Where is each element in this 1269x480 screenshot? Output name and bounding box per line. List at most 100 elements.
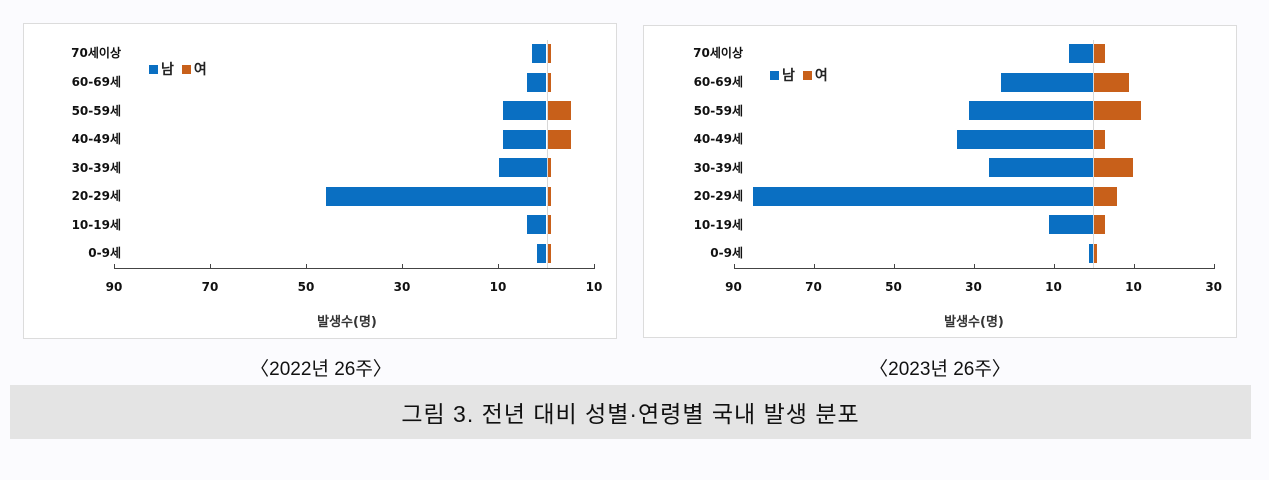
x-tick-label: 50 <box>885 280 902 294</box>
caption-2022: 〈2022년 26주〉 <box>250 359 392 380</box>
x-tick-label: 10 <box>585 280 603 294</box>
bar-male <box>527 215 547 234</box>
category-label: 60-69세 <box>71 75 121 89</box>
category-label: 70세이상 <box>693 46 743 60</box>
category-label: 30-39세 <box>71 160 121 175</box>
bar-female <box>1094 158 1134 177</box>
bar-female <box>1094 186 1118 206</box>
legend-male-label: 남 <box>161 62 174 78</box>
category-label: 30-39세 <box>693 160 743 175</box>
male-swatch-icon <box>770 70 779 80</box>
category-label: 40-49세 <box>71 132 121 146</box>
x-axis-tick <box>210 264 211 269</box>
plot-area: 70세이상 60-69세 50-59세 40-49세 30-39세 20-29세 10-19… <box>644 26 1236 337</box>
bar-male <box>1049 215 1094 234</box>
bar-female <box>1094 43 1106 63</box>
bar-male <box>753 186 1094 206</box>
bar-male <box>536 243 547 263</box>
category-label: 20-29세 <box>71 189 121 203</box>
category-label: 40-49세 <box>693 132 743 146</box>
bar-male <box>1001 72 1094 92</box>
legend: 남 여 <box>770 65 836 85</box>
legend-item-male: 남 <box>770 65 795 85</box>
x-axis-tick <box>1133 264 1135 269</box>
bar-male <box>503 129 547 149</box>
legend-item-female: 여 <box>181 59 207 79</box>
x-axis-tick <box>1213 264 1215 269</box>
x-axis-tick <box>893 264 895 269</box>
bar-male <box>1089 243 1094 263</box>
male-swatch-icon <box>149 64 158 74</box>
female-swatch-icon <box>802 70 812 80</box>
category-label: 0-9세 <box>88 246 121 260</box>
x-tick-label: 90 <box>105 280 123 294</box>
x-axis-tick <box>733 264 735 269</box>
x-tick-label: 30 <box>965 280 982 294</box>
category-label: 70세이상 <box>71 46 121 60</box>
caption-2023: 〈2023년 26주〉 <box>869 359 1011 380</box>
category-label: 10-19세 <box>693 217 743 232</box>
x-tick-label: 10 <box>1125 280 1142 294</box>
female-swatch-icon <box>181 64 191 74</box>
legend-item-male: 남 <box>149 59 174 79</box>
legend-male-label: 남 <box>782 68 795 84</box>
figure-title-band: 그림 3. 전년 대비 성별·연령별 국내 발생 분포 <box>10 385 1251 439</box>
category-label: 20-29세 <box>693 189 743 203</box>
bar-male <box>1069 43 1094 63</box>
bar-male <box>498 158 547 177</box>
bar-female <box>547 186 552 206</box>
legend-female-label: 여 <box>814 68 828 84</box>
x-axis-title: 발생수(명) <box>944 315 1004 330</box>
figure-title: 그림 3. 전년 대비 성별·연령별 국내 발생 분포 <box>401 401 860 427</box>
x-tick-label: 10 <box>489 280 507 294</box>
bar-female <box>1094 129 1106 149</box>
category-label: 10-19세 <box>71 217 121 232</box>
chart-2022: 70세이상 60-69세 50-59세 40-49세 30-39세 20-29세 10-19… <box>23 23 617 339</box>
x-tick-label: 70 <box>201 280 219 294</box>
x-axis-tick <box>973 264 975 269</box>
bar-male <box>532 43 547 63</box>
bar-female <box>1094 243 1098 263</box>
bar-female <box>1094 215 1106 234</box>
bar-female <box>547 215 552 234</box>
x-tick-label: 50 <box>297 280 315 294</box>
legend-item-female: 여 <box>802 65 828 85</box>
x-axis-line <box>114 268 595 269</box>
x-axis-tick <box>594 264 595 269</box>
bar-female <box>547 43 552 63</box>
x-tick-label: 30 <box>393 280 411 294</box>
x-axis-tick <box>402 264 403 269</box>
x-axis-tick <box>1053 264 1055 269</box>
category-label: 50-59세 <box>693 103 743 118</box>
bar-male <box>527 72 547 92</box>
x-tick-label: 70 <box>805 280 822 294</box>
x-axis-tick <box>306 264 307 269</box>
bar-male <box>989 158 1094 177</box>
legend: 남 여 <box>149 59 215 79</box>
x-tick-label: 30 <box>1205 280 1223 294</box>
x-axis-title: 발생수(명) <box>317 315 377 330</box>
zero-line <box>1093 40 1095 268</box>
zero-line <box>546 40 548 268</box>
category-label: 60-69세 <box>693 75 743 89</box>
bar-female <box>1094 101 1142 120</box>
x-axis-tick <box>114 264 115 269</box>
plot-area: 70세이상 60-69세 50-59세 40-49세 30-39세 20-29세 10-19… <box>24 24 616 338</box>
category-label: 50-59세 <box>71 103 121 118</box>
category-label: 0-9세 <box>710 246 743 260</box>
bar-male <box>957 129 1094 149</box>
x-tick-label: 10 <box>1045 280 1062 294</box>
bar-female <box>547 158 552 177</box>
bar-female <box>547 101 571 120</box>
bar-male <box>325 186 547 206</box>
bar-male <box>503 101 547 120</box>
chart-2023: 70세이상 60-69세 50-59세 40-49세 30-39세 20-29세 10-19… <box>643 25 1237 338</box>
bar-female <box>547 129 571 149</box>
legend-female-label: 여 <box>193 62 207 78</box>
bar-female <box>1094 72 1130 92</box>
bar-female <box>547 243 552 263</box>
x-tick-label: 90 <box>725 280 742 294</box>
bar-female <box>547 72 552 92</box>
x-axis-tick <box>813 264 815 269</box>
bar-male <box>969 101 1094 120</box>
